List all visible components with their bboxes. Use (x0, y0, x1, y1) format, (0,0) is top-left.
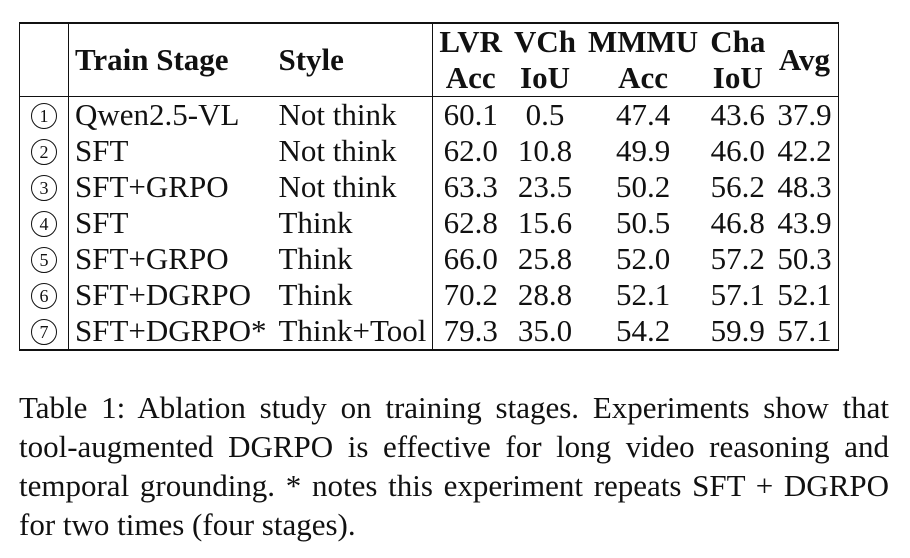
train-stage-header: Train Stage (68, 22, 273, 97)
table-row: 2 SFT Not think 62.0 10.8 49.9 46.0 42.2 (19, 133, 839, 169)
vch-iou-cell: 35.0 (508, 313, 583, 351)
vch-iou-cell: 23.5 (517, 169, 573, 204)
avg-cell: 57.1 (771, 313, 839, 351)
style-cell: Think (272, 205, 434, 241)
style-cell: Think+Tool (272, 313, 434, 351)
table-caption: Table 1: Ablation study on training stag… (19, 390, 889, 542)
table-row: 5 SFT+GRPO Think 66.0 25.8 52.0 57.2 50.3 (19, 241, 839, 277)
style-cell: Think (272, 241, 434, 277)
vch-iou-cell: 15.6 (517, 205, 573, 240)
circled-number: 6 (31, 282, 57, 309)
table-row: 4 SFT Think 62.8 15.6 50.5 46.8 43.9 (19, 205, 839, 241)
train-stage-cell: SFT+GRPO (75, 241, 229, 276)
circled-number: 3 (31, 174, 57, 201)
mmmu-acc-cell: 52.1 (615, 277, 671, 312)
mmmu-acc-cell: 47.4 (582, 96, 705, 133)
style-cell: Not think (272, 133, 434, 169)
ablation-table: Train Stage Style LVR VCh MMMU Cha Avg A… (19, 22, 839, 351)
cha-iou-cell: 57.2 (710, 241, 765, 276)
vch-iou-cell: 0.5 (508, 96, 583, 133)
mmmu-metric-header: Acc (618, 60, 669, 95)
train-stage-cell: SFT+GRPO (75, 169, 229, 204)
style-header: Style (272, 22, 434, 97)
cha-iou-cell: 56.2 (710, 169, 765, 204)
avg-cell: 42.2 (771, 133, 839, 169)
row-index-cell: 6 (19, 277, 69, 313)
train-stage-cell: SFT (75, 133, 129, 168)
table-row: 3 SFT+GRPO Not think 63.3 23.5 50.2 56.2 48.3 (19, 169, 839, 205)
table-row: 7 SFT+DGRPO* Think+Tool 79.3 35.0 54.2 59.9 57.… (19, 313, 839, 351)
circled-number: 5 (31, 246, 57, 273)
row-index-cell: 5 (19, 241, 69, 277)
circled-number: 4 (31, 210, 57, 237)
avg-cell: 52.1 (771, 277, 839, 313)
row-index-cell: 4 (19, 205, 69, 241)
mmmu-header: MMMU (582, 22, 705, 60)
vch-iou-cell: 25.8 (517, 241, 573, 276)
lvr-acc-cell: 70.2 (443, 277, 498, 312)
mmmu-acc-cell: 50.2 (615, 169, 671, 204)
mmmu-acc-cell: 49.9 (615, 133, 671, 168)
mmmu-acc-cell: 54.2 (582, 313, 705, 351)
mmmu-acc-cell: 50.5 (615, 205, 671, 240)
cha-iou-cell: 57.1 (710, 277, 765, 312)
lvr-acc-cell: 62.0 (443, 133, 498, 168)
row-index-cell: 1 (19, 96, 69, 133)
cha-iou-cell: 46.8 (710, 205, 765, 240)
train-stage-cell: SFT+DGRPO (75, 277, 251, 312)
vch-header: VCh (508, 22, 583, 60)
train-stage-cell: Qwen2.5-VL (68, 96, 273, 133)
mmmu-acc-cell: 52.0 (615, 241, 671, 276)
style-cell: Not think (272, 96, 434, 133)
lvr-acc-cell: 62.8 (443, 205, 498, 240)
style-cell: Not think (272, 169, 434, 205)
train-stage-cell: SFT+DGRPO* (68, 313, 273, 351)
cha-iou-cell: 59.9 (704, 313, 772, 351)
cha-metric-header: IoU (712, 60, 763, 95)
lvr-header: LVR (432, 22, 509, 60)
lvr-acc-cell: 60.1 (432, 96, 509, 133)
row-index-cell: 2 (19, 133, 69, 169)
vch-metric-header: IoU (520, 60, 570, 95)
circled-number: 1 (31, 102, 57, 129)
cha-iou-cell: 46.0 (710, 133, 765, 168)
train-stage-cell: SFT (75, 205, 129, 240)
cha-iou-cell: 43.6 (704, 96, 772, 133)
table-row: 6 SFT+DGRPO Think 70.2 28.8 52.1 57.1 52.1 (19, 277, 839, 313)
lvr-acc-cell: 79.3 (432, 313, 509, 351)
lvr-acc-cell: 66.0 (443, 241, 498, 276)
avg-cell: 48.3 (771, 169, 839, 205)
vch-iou-cell: 28.8 (517, 277, 573, 312)
row-index-cell: 7 (19, 313, 69, 351)
index-header (19, 22, 69, 97)
table-row: 1 Qwen2.5-VL Not think 60.1 0.5 47.4 43.6 37.9 (19, 96, 839, 133)
lvr-metric-header: Acc (445, 60, 496, 95)
row-index-cell: 3 (19, 169, 69, 205)
avg-header: Avg (771, 22, 839, 97)
circled-number: 7 (31, 318, 57, 345)
avg-cell: 37.9 (771, 96, 839, 133)
cha-header: Cha (704, 22, 772, 60)
vch-iou-cell: 10.8 (517, 133, 573, 168)
avg-cell: 43.9 (771, 205, 839, 241)
style-cell: Think (272, 277, 434, 313)
circled-number: 2 (31, 138, 57, 165)
table-body: 1 Qwen2.5-VL Not think 60.1 0.5 47.4 43.6 37.9 2… (19, 96, 839, 351)
lvr-acc-cell: 63.3 (443, 169, 498, 204)
avg-cell: 50.3 (771, 241, 839, 277)
